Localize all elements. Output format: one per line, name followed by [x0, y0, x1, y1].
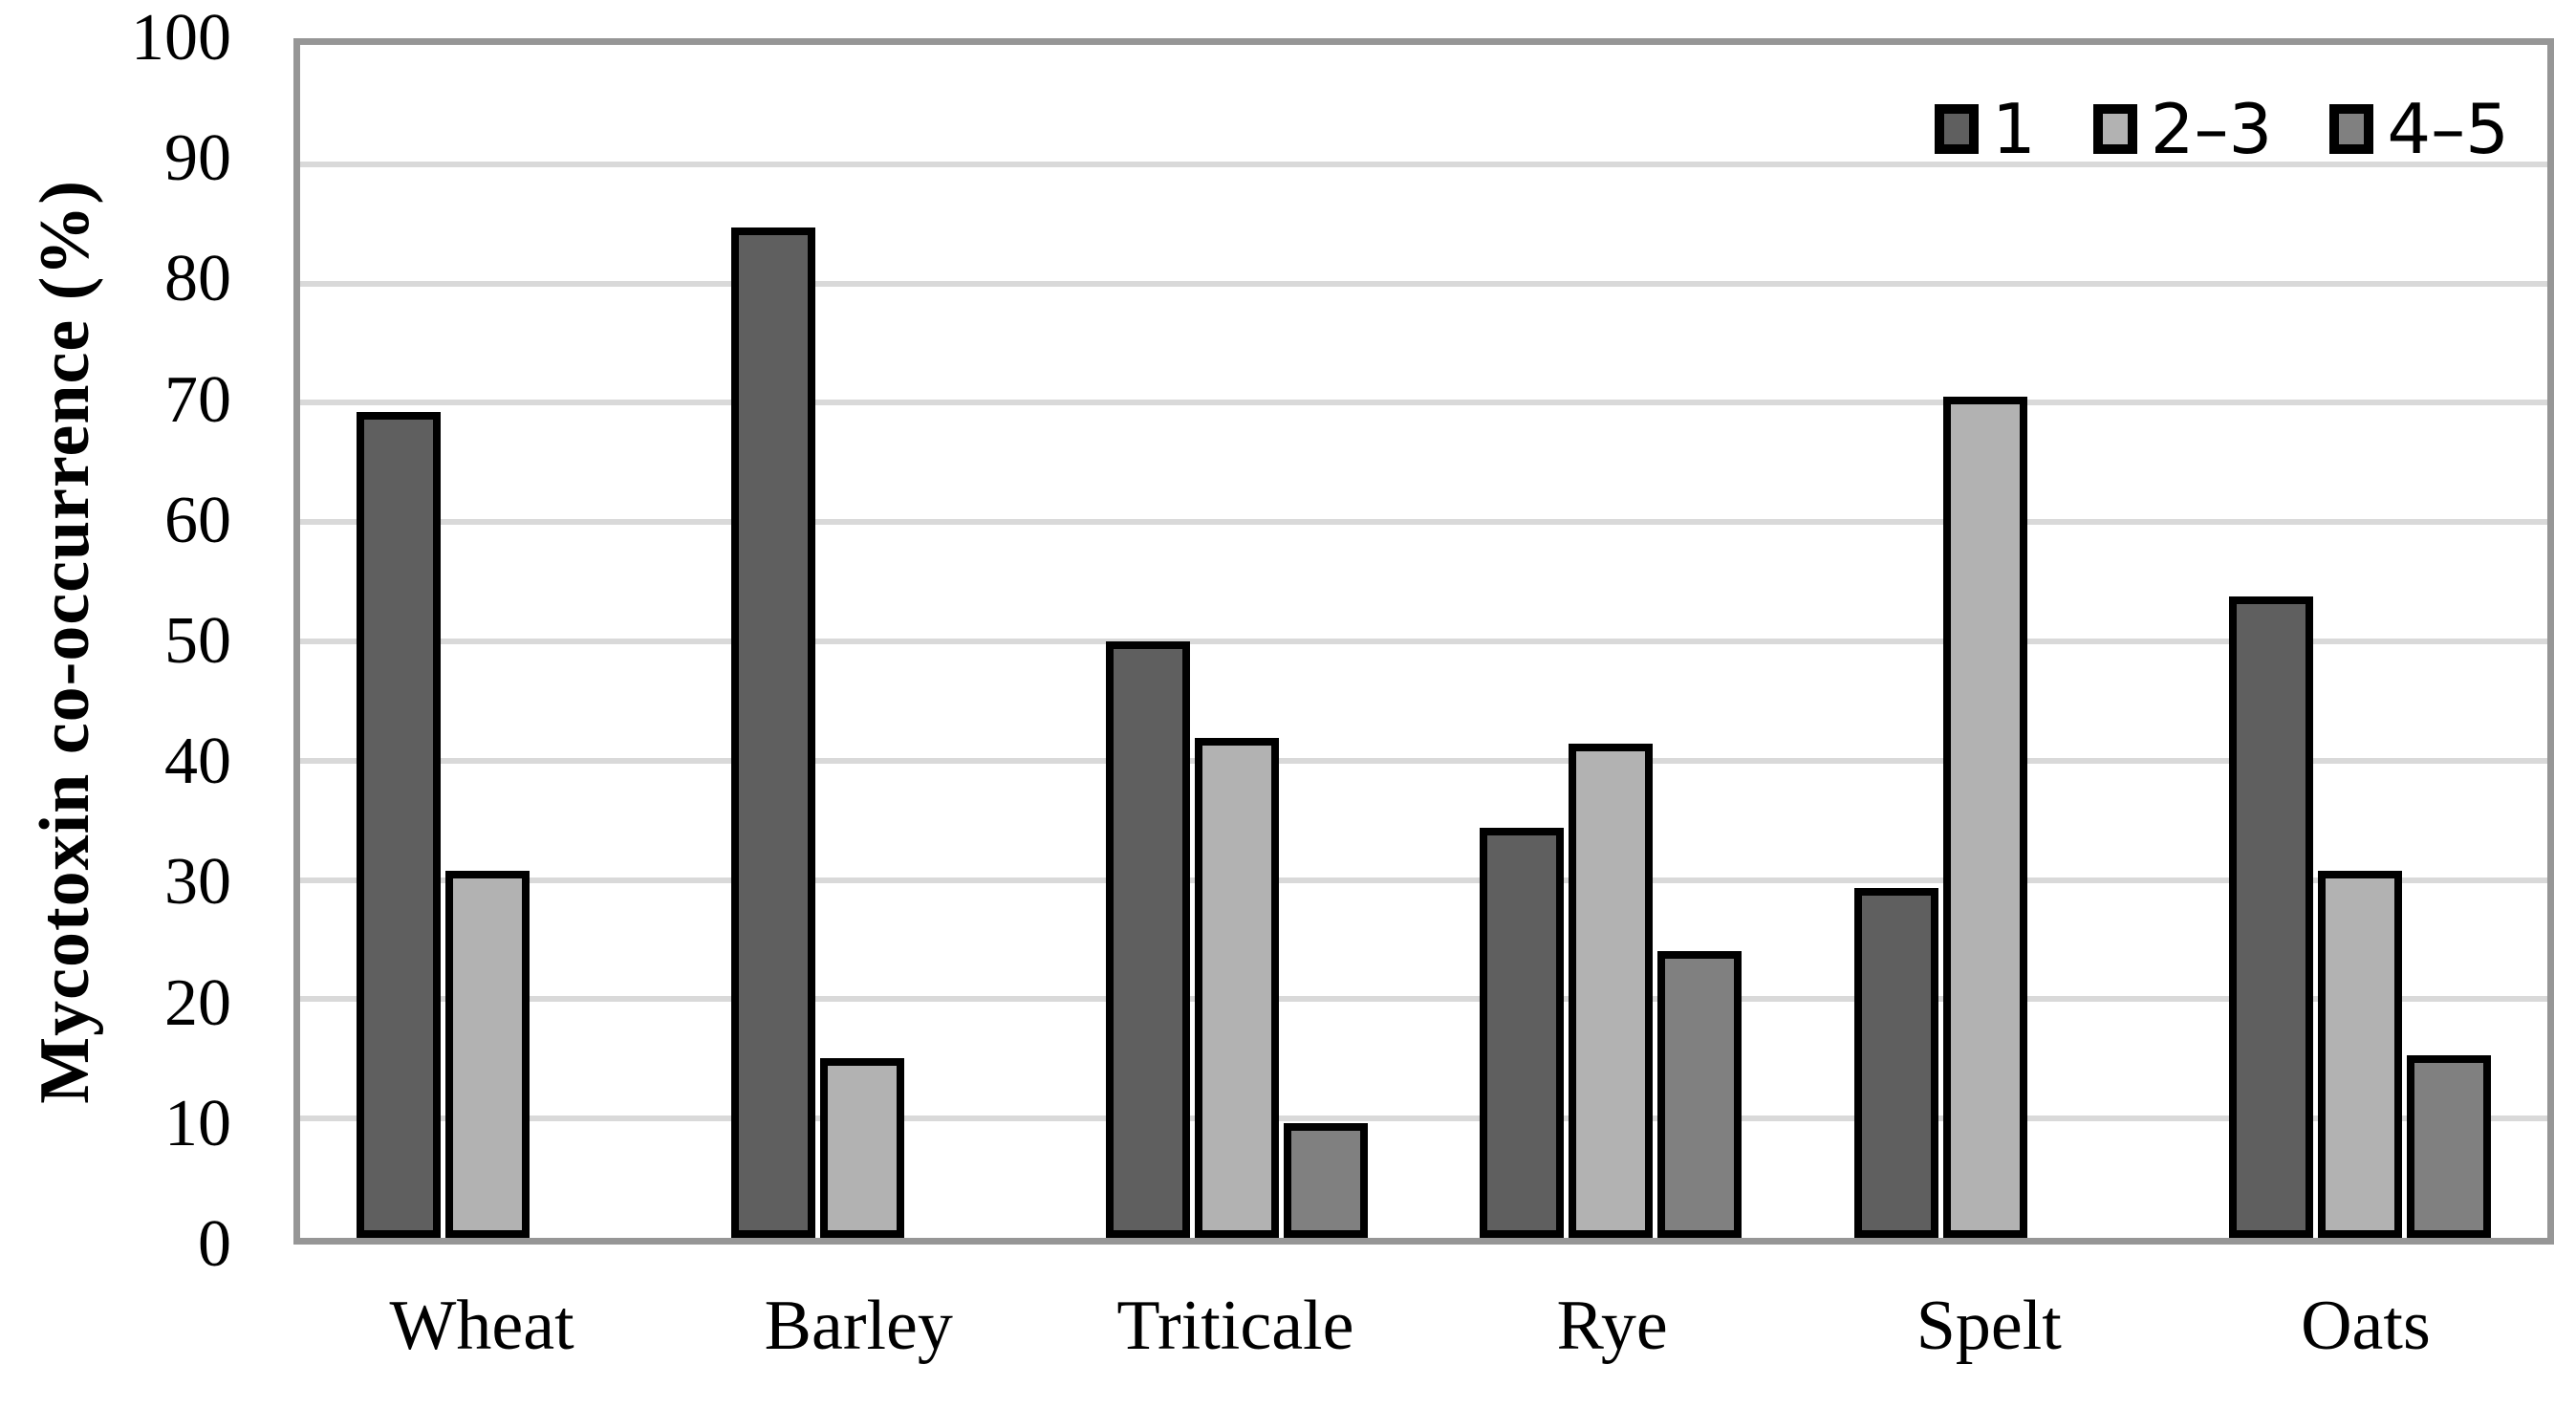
plot-area: 1 2–3 4–5 [293, 38, 2554, 1245]
legend-label: 4–5 [2387, 89, 2509, 169]
y-tick-label: 70 [164, 362, 231, 437]
x-label-spelt: Spelt [1916, 1287, 2062, 1365]
bar-triticale-series-4–5 [1283, 1123, 1368, 1238]
bar-spelt-series-2–3 [1943, 397, 2028, 1238]
y-tick-label: 90 [164, 121, 231, 196]
x-label-oats: Oats [2301, 1287, 2431, 1365]
bar-triticale-series-1 [1105, 641, 1190, 1238]
y-tick-label: 30 [164, 845, 231, 920]
y-tick-label: 40 [164, 725, 231, 799]
gridline [300, 996, 2547, 1003]
legend-item-2–3: 2–3 [2092, 89, 2273, 169]
empty-bar-slot [534, 1237, 618, 1238]
y-tick-label: 80 [164, 242, 231, 316]
y-tick-label: 10 [164, 1086, 231, 1160]
legend-item-4–5: 4–5 [2329, 95, 2509, 163]
gridline [300, 1116, 2547, 1122]
y-tick-label: 100 [131, 1, 231, 75]
bar-group-triticale [1050, 45, 1424, 1238]
legend-item-1: 1 [1934, 89, 2036, 169]
x-label-barley: Barley [764, 1287, 953, 1365]
empty-bar-slot [909, 1237, 993, 1238]
legend-swatch-icon [1934, 104, 1979, 154]
x-axis-category-labels: Wheat Barley Triticale Rye Spelt Oats [293, 1286, 2554, 1367]
bar-barley-series-1 [730, 227, 815, 1238]
bar-groups [300, 45, 2547, 1238]
y-tick-label: 20 [164, 965, 231, 1040]
bar-rye-series-1 [1480, 827, 1565, 1238]
gridline [300, 757, 2547, 764]
bar-rye-series-4–5 [1657, 951, 1743, 1238]
bar-group-barley [675, 45, 1050, 1238]
x-label-rye: Rye [1556, 1287, 1668, 1365]
x-label-triticale: Triticale [1116, 1287, 1354, 1365]
y-tick-label: 0 [198, 1207, 231, 1281]
bar-wheat-series-1 [356, 412, 441, 1238]
bar-triticale-series-2–3 [1194, 738, 1279, 1238]
gridline [300, 639, 2547, 644]
bar-rye-series-2–3 [1569, 744, 1654, 1238]
bar-oats-series-4–5 [2407, 1055, 2492, 1238]
legend: 1 2–3 4–5 [1934, 89, 2509, 169]
bar-group-rye [1423, 45, 1798, 1238]
gridline [300, 519, 2547, 526]
bar-spelt-series-1 [1854, 888, 1939, 1238]
y-axis-ticks: 0 10 20 30 40 50 60 70 80 90 100 [0, 5, 260, 1278]
empty-bar-slot [2032, 1237, 2116, 1238]
legend-swatch-icon [2092, 104, 2137, 154]
bar-oats-series-2–3 [2318, 870, 2403, 1238]
gridline [300, 400, 2547, 406]
bar-wheat-series-2–3 [444, 870, 530, 1238]
bar-barley-series-2–3 [819, 1057, 904, 1238]
gridline [300, 161, 2547, 167]
bar-group-wheat [300, 45, 675, 1238]
bar-oats-series-1 [2229, 596, 2314, 1238]
bar-group-oats [2173, 45, 2547, 1238]
legend-label: 1 [1991, 89, 2036, 169]
legend-swatch-icon [2329, 104, 2374, 154]
gridline [300, 280, 2547, 287]
gridline [300, 877, 2547, 883]
bar-group-spelt [1798, 45, 2173, 1238]
legend-label: 2–3 [2150, 89, 2273, 169]
x-label-wheat: Wheat [389, 1287, 574, 1365]
y-tick-label: 50 [164, 604, 231, 678]
y-tick-label: 60 [164, 483, 231, 557]
